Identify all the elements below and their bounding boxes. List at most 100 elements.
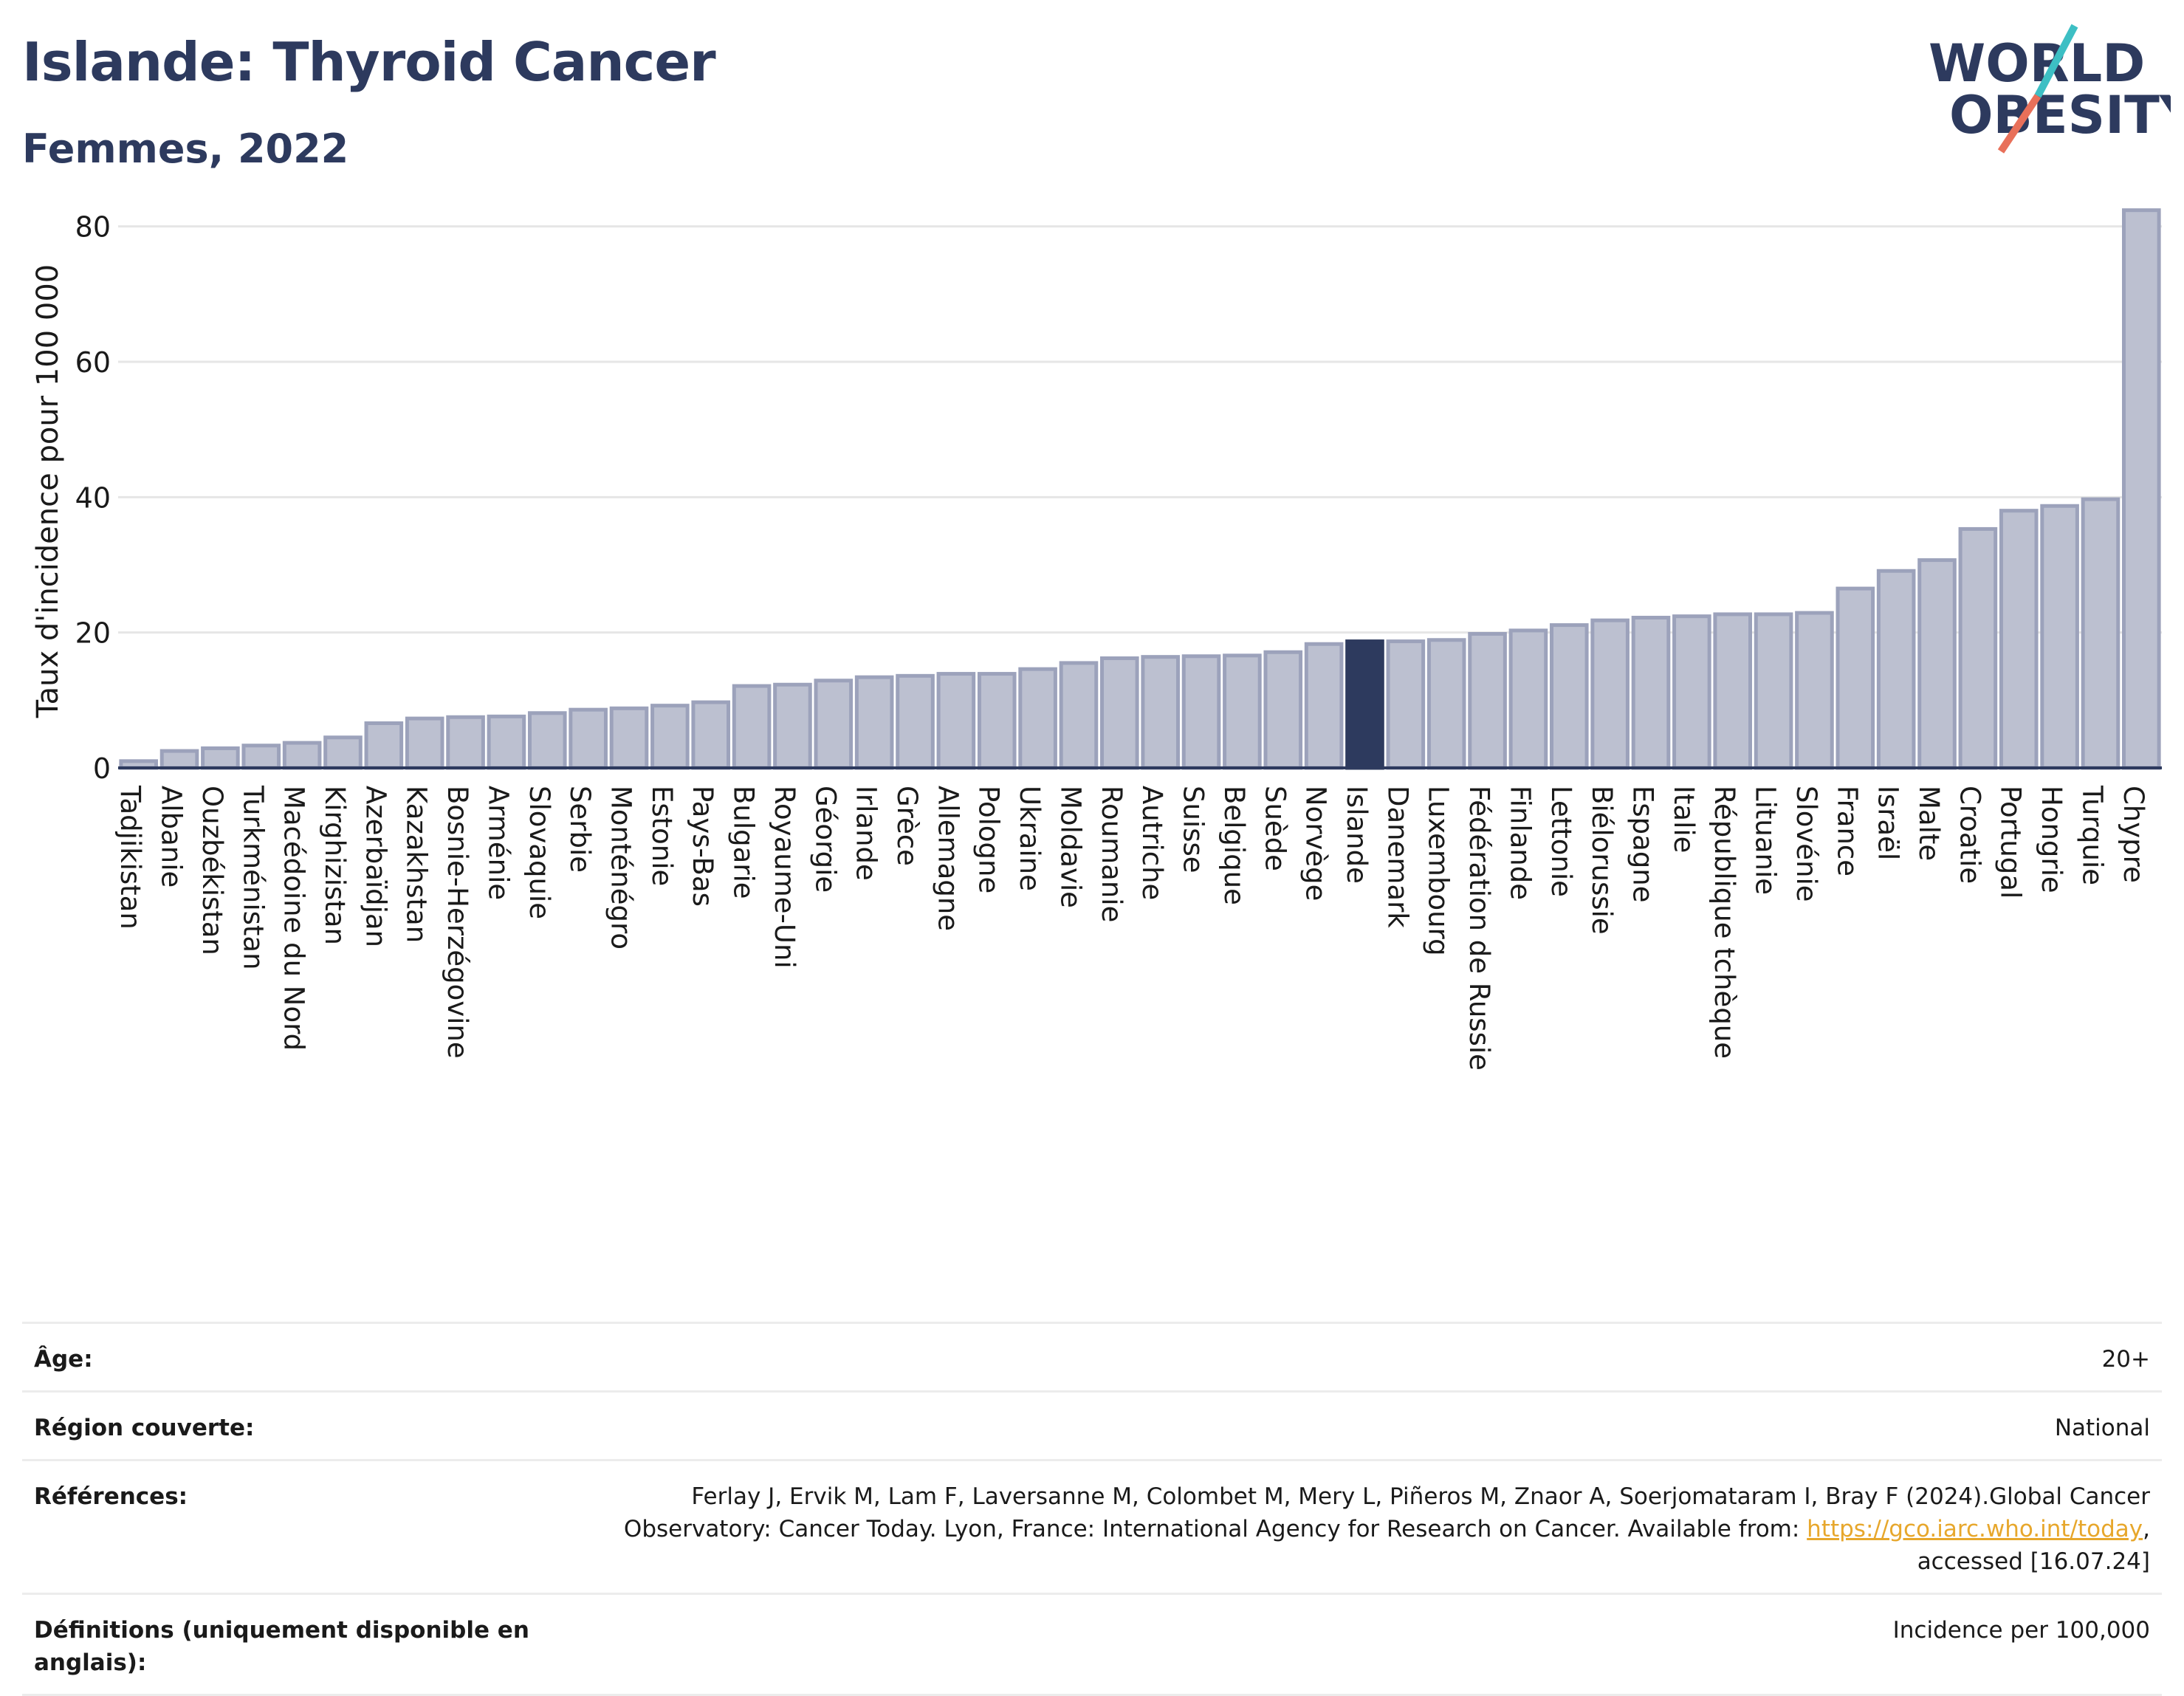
age-value: 20+ [2101,1346,2150,1373]
x-tick-label: Portugal [1995,786,2027,899]
region-value: National [2054,1415,2150,1441]
x-tick-label: Roumanie [1096,786,1127,922]
info-row-definitions: Définitions (uniquement disponible en an… [22,1593,2162,1696]
bar [159,749,199,770]
x-tick-label: Chypre [2118,786,2149,883]
x-tick-label: Estonie [646,786,678,886]
bar [609,706,649,770]
x-tick-label: Moldavie [1054,786,1086,908]
bar [1836,586,1875,770]
x-tick-label: France [1831,786,1863,876]
bar [241,744,281,770]
bar [1018,667,1057,770]
x-tick-label: Albanie [156,786,188,888]
x-tick-label: Ukraine [1014,786,1045,891]
x-tick-label: Macédoine du Nord [278,786,310,1051]
x-tick-label: Espagne [1627,786,1659,903]
bar [1426,638,1466,770]
x-tick-label: Malte [1913,786,1945,861]
references-value: Ferlay J, Ervik M, Lam F, Laversanne M, … [600,1480,2150,1578]
logo-line-1: WORLD [1929,33,2145,94]
bar [1181,654,1221,770]
references-link[interactable]: https://gco.iarc.who.int/today [1807,1516,2143,1542]
bar [1304,642,1344,770]
bar [1754,612,1793,770]
x-tick-label: Serbie [564,786,596,873]
x-tick-label: Géorgie [809,786,841,893]
bar [854,675,894,770]
x-tick-label: Croatie [1954,786,1985,884]
bar [364,721,404,770]
bar [977,672,1017,770]
x-tick-label: Suisse [1178,786,1209,873]
logo-line-2: OBESITY [1949,85,2171,145]
world-obesity-logo: WORLD OBESITY [1929,24,2171,154]
x-tick-label: Luxembourg [1423,786,1455,956]
bar [282,741,322,770]
bar [936,672,976,770]
bar [773,682,812,770]
x-tick-label: Biélorussie [1586,786,1618,935]
bar [1631,616,1671,770]
bar [201,746,240,770]
x-tick-label: Arménie [482,786,514,900]
references-text: Ferlay J, Ervik M, Lam F, Laversanne M, … [623,1483,2150,1542]
x-tick-label: Autriche [1136,786,1168,900]
bar [2122,208,2161,770]
bar [1223,653,1262,770]
bar [732,684,772,770]
x-tick-label: Bosnie-Herzégovine [442,786,473,1059]
x-tick-label: Pologne [973,786,1005,893]
x-tick-label: Kazakhstan [401,786,433,943]
x-tick-label: Fédération de Russie [1463,786,1495,1071]
x-tick-label: Azerbaïdjan [360,786,391,947]
x-tick-label: République tchèque [1709,786,1740,1059]
bar [1468,632,1507,770]
y-tick-label: 60 [75,346,111,379]
bar [1672,614,1711,770]
grid-lines [118,225,2162,634]
x-tick-label: Norvège [1300,786,1332,901]
info-row-region: Région couverte: National [22,1390,2162,1459]
chart-subtitle: Femmes, 2022 [22,126,349,172]
x-tick-label: Finlande [1504,786,1536,900]
x-tick-label: Allemagne [932,786,964,931]
bar [569,707,608,770]
x-tick-label: Slovénie [1790,786,1822,902]
references-label: Références: [34,1483,188,1510]
info-row-age: Âge: 20+ [22,1322,2162,1390]
x-tick-label: Turquie [2076,785,2108,885]
references-accessed: , accessed [16.07.24] [1917,1516,2150,1575]
x-tick-label: Bulgarie [728,786,760,899]
x-tick-label: Tadjikistan [114,785,146,930]
bars [118,208,2162,770]
definitions-label: Définitions (uniquement disponible en an… [34,1617,529,1676]
bar [1917,558,1957,770]
x-tick-label: Suède [1259,786,1291,871]
bar [323,735,363,770]
definitions-value: Incidence per 100,000 [1892,1617,2150,1644]
x-tick-label: Italie [1668,786,1700,853]
bar [1141,655,1180,770]
y-tick-label: 80 [75,211,111,244]
bar [1713,612,1753,770]
bar [1386,639,1426,770]
y-tick-label: 40 [75,481,111,514]
bar [487,714,526,770]
bar [2040,504,2079,770]
bar [1876,569,1916,770]
y-tick-labels: 0 20 40 60 80 [75,211,111,785]
bar [1508,628,1548,770]
info-row-references: Références: Ferlay J, Ervik M, Lam F, La… [22,1459,2162,1593]
x-tick-label: Pays-Bas [687,786,718,907]
bar [405,716,444,770]
x-tick-labels: Tadjikistan Albanie Ouzbékistan Turkménista… [114,785,2149,1071]
x-tick-label: Grèce [891,786,923,866]
bar [1590,618,1630,770]
bar [1549,623,1589,770]
x-tick-label: Lituanie [1750,786,1782,895]
bar [650,704,690,770]
info-table: Âge: 20+ Région couverte: National Référ… [22,1322,2162,1696]
x-tick-label: Kirghizistan [319,786,351,945]
